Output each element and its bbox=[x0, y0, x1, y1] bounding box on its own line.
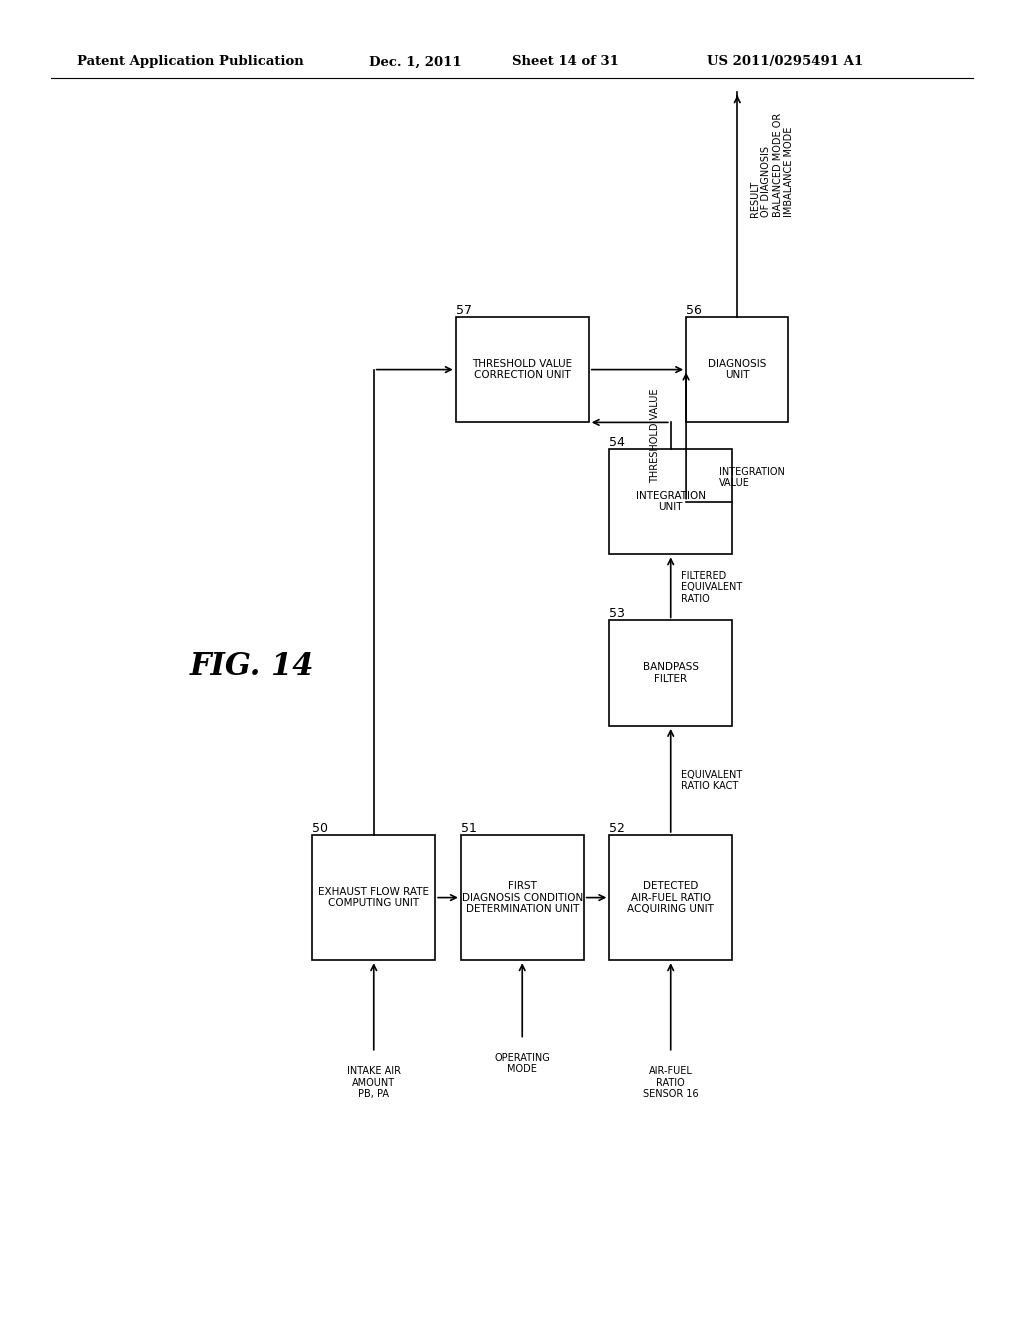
Text: THRESHOLD VALUE
CORRECTION UNIT: THRESHOLD VALUE CORRECTION UNIT bbox=[472, 359, 572, 380]
Text: FILTERED
EQUIVALENT
RATIO: FILTERED EQUIVALENT RATIO bbox=[681, 570, 742, 605]
Text: Dec. 1, 2011: Dec. 1, 2011 bbox=[369, 55, 461, 69]
Text: BANDPASS
FILTER: BANDPASS FILTER bbox=[643, 663, 698, 684]
Text: 57: 57 bbox=[456, 304, 472, 317]
Text: FIRST
DIAGNOSIS CONDITION
DETERMINATION UNIT: FIRST DIAGNOSIS CONDITION DETERMINATION … bbox=[462, 880, 583, 915]
Bar bbox=[461, 834, 584, 961]
Text: Patent Application Publication: Patent Application Publication bbox=[77, 55, 303, 69]
Bar bbox=[609, 449, 732, 554]
Text: INTAKE AIR
AMOUNT
PB, PA: INTAKE AIR AMOUNT PB, PA bbox=[347, 1067, 400, 1100]
Text: DETECTED
AIR-FUEL RATIO
ACQUIRING UNIT: DETECTED AIR-FUEL RATIO ACQUIRING UNIT bbox=[628, 880, 714, 915]
Text: RESULT
OF DIAGNOSIS
BALANCED MODE OR
IMBALANCE MODE: RESULT OF DIAGNOSIS BALANCED MODE OR IMB… bbox=[750, 114, 795, 216]
Text: EXHAUST FLOW RATE
COMPUTING UNIT: EXHAUST FLOW RATE COMPUTING UNIT bbox=[318, 887, 429, 908]
Text: INTEGRATION
VALUE: INTEGRATION VALUE bbox=[719, 467, 785, 488]
Bar bbox=[312, 834, 435, 961]
Text: OPERATING
MODE: OPERATING MODE bbox=[495, 1053, 550, 1074]
Text: DIAGNOSIS
UNIT: DIAGNOSIS UNIT bbox=[708, 359, 767, 380]
Text: 51: 51 bbox=[461, 822, 477, 836]
Text: FIG. 14: FIG. 14 bbox=[189, 651, 314, 682]
Text: Sheet 14 of 31: Sheet 14 of 31 bbox=[512, 55, 618, 69]
Text: AIR-FUEL
RATIO
SENSOR 16: AIR-FUEL RATIO SENSOR 16 bbox=[643, 1067, 698, 1100]
Text: EQUIVALENT
RATIO KACT: EQUIVALENT RATIO KACT bbox=[681, 770, 742, 791]
Bar bbox=[456, 317, 589, 422]
Bar bbox=[686, 317, 788, 422]
Text: 56: 56 bbox=[686, 304, 702, 317]
Text: THRESHOLD VALUE: THRESHOLD VALUE bbox=[650, 388, 660, 483]
Text: 54: 54 bbox=[609, 436, 626, 449]
Bar bbox=[609, 834, 732, 961]
Bar bbox=[609, 620, 732, 726]
Text: 52: 52 bbox=[609, 822, 626, 836]
Text: 53: 53 bbox=[609, 607, 626, 620]
Text: INTEGRATION
UNIT: INTEGRATION UNIT bbox=[636, 491, 706, 512]
Text: 50: 50 bbox=[312, 822, 329, 836]
Text: US 2011/0295491 A1: US 2011/0295491 A1 bbox=[707, 55, 862, 69]
